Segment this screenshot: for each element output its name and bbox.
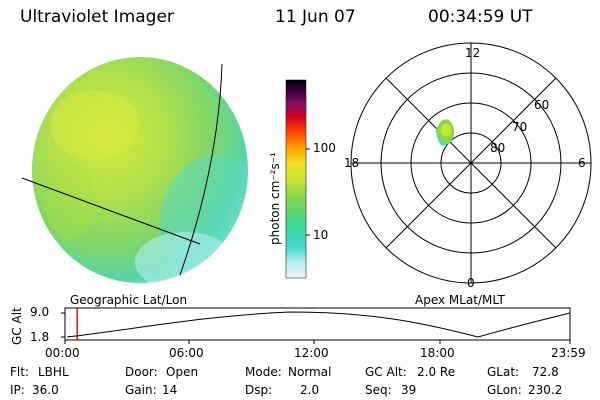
info-dsp-value: 2.0: [300, 383, 320, 397]
altitude-curve: [66, 311, 571, 338]
info-gcalt-value: 2.0 Re: [417, 365, 456, 379]
timeline-xtick-1800: 18:00: [420, 346, 455, 360]
timeline-plot: [61, 307, 571, 344]
colorbar-unit-label: photon cm⁻²s⁻¹: [268, 152, 282, 245]
observation-date: 11 Jun 07: [275, 7, 356, 27]
meridian-line: [179, 63, 223, 276]
colorbar: [285, 79, 310, 279]
timeline-ytick-bottom: 1.8: [30, 330, 50, 344]
instrument-title: Ultraviolet Imager: [20, 7, 174, 27]
info-door-label: Door:: [125, 365, 158, 379]
info-gcalt-label: GC Alt:: [365, 365, 407, 379]
info-flt-value: LBHL: [38, 365, 69, 379]
mlt-label-6: 6: [578, 156, 586, 170]
timeline-right-caption: Apex MLat/MLT: [415, 293, 505, 307]
timeline-xtick-0000: 00:00: [45, 346, 80, 360]
info-glat-label: GLat:: [487, 365, 520, 379]
mlat-label-80: 80: [490, 141, 506, 155]
info-dsp-label: Dsp:: [245, 383, 273, 397]
info-seq-label: Seq:: [365, 383, 392, 397]
mlat-label-60: 60: [534, 98, 550, 112]
terminator-line: [21, 177, 201, 245]
info-glat-value: 72.8: [532, 365, 559, 379]
info-flt-label: Flt:: [10, 365, 29, 379]
timeline-left-caption: Geographic Lat/Lon: [70, 293, 188, 307]
mlat-label-70: 70: [512, 120, 528, 134]
info-glon-label: GLon:: [487, 383, 522, 397]
timeline-xtick-0600: 06:00: [169, 346, 204, 360]
info-mode-label: Mode:: [245, 365, 282, 379]
info-ip-label: IP:: [10, 383, 25, 397]
timeline-xtick-2359: 23:59: [551, 346, 586, 360]
polar-axis-diag2: [385, 77, 557, 249]
timeline-yaxis-title: GC Alt: [10, 307, 24, 345]
observation-time: 00:34:59 UT: [428, 7, 533, 27]
mlt-label-12: 12: [465, 46, 481, 60]
timeline-ytick-top: 9.0: [30, 305, 50, 319]
mlt-label-0: 0: [467, 276, 475, 290]
colorbar-label-100: 100: [313, 141, 336, 155]
timeline-xtick-1200: 12:00: [294, 346, 329, 360]
polar-plot: [350, 42, 592, 284]
uv-earth-image: [21, 57, 248, 283]
info-mode-value: Normal: [288, 365, 332, 379]
info-door-value: Open: [166, 365, 199, 379]
info-ip-value: 36.0: [32, 383, 59, 397]
colorbar-label-10: 10: [313, 228, 329, 242]
info-glon-value: 230.2: [528, 383, 563, 397]
polar-auroral-blob: [436, 119, 455, 146]
info-seq-value: 39: [401, 383, 417, 397]
mlt-label-18: 18: [344, 156, 360, 170]
info-gain-value: 14: [162, 383, 178, 397]
info-gain-label: Gain:: [125, 383, 157, 397]
